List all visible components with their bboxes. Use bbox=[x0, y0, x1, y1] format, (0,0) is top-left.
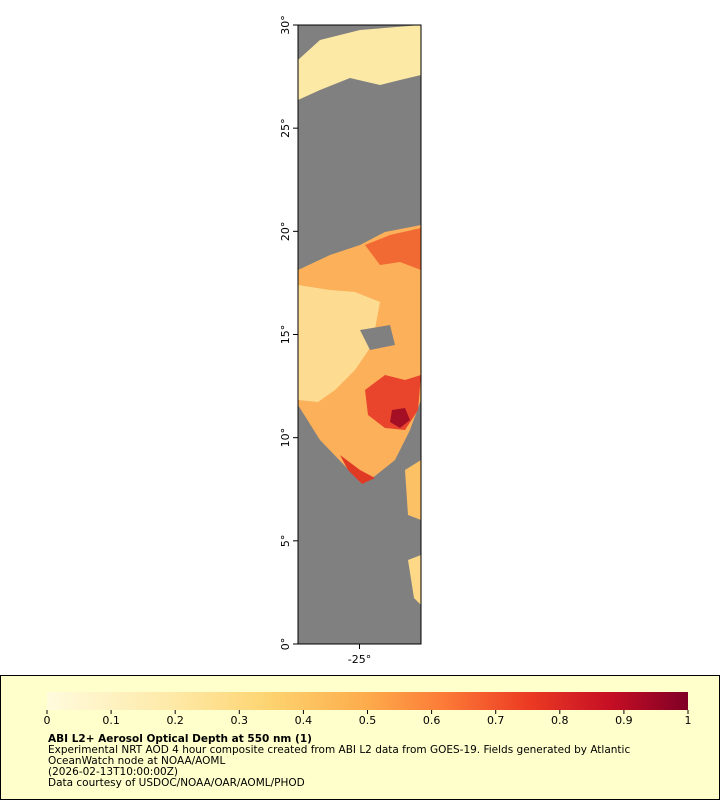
aod-region bbox=[298, 25, 421, 100]
caption-line: (2026-02-13T10:00:00Z) bbox=[48, 766, 178, 778]
colorbar-tick-label: 0.8 bbox=[551, 714, 569, 727]
aod-region bbox=[408, 555, 421, 605]
colorbar-tick-label: 0.2 bbox=[166, 714, 184, 727]
colorbar-tick-label: 0 bbox=[44, 714, 51, 727]
caption-line: Experimental NRT AOD 4 hour composite cr… bbox=[48, 744, 630, 756]
colorbar-tick-label: 1 bbox=[685, 714, 692, 727]
aod-region bbox=[298, 285, 380, 402]
colorbar-tick-label: 0.6 bbox=[423, 714, 441, 727]
colorbar-tick-label: 0.7 bbox=[487, 714, 505, 727]
lat-tick-label: 30° bbox=[279, 15, 292, 35]
colorbar-tick-label: 0.1 bbox=[102, 714, 120, 727]
caption-line: Data courtesy of USDOC/NOAA/OAR/AOML/PHO… bbox=[48, 777, 305, 789]
lat-tick-label: 25° bbox=[279, 118, 292, 138]
cloud-gap bbox=[360, 325, 395, 350]
caption-line: OceanWatch node at NOAA/AOML bbox=[48, 755, 225, 767]
colorbar-tick-label: 0.3 bbox=[231, 714, 249, 727]
lat-tick-label: 0° bbox=[279, 638, 292, 651]
aod-region bbox=[405, 460, 421, 520]
aod-region bbox=[340, 455, 375, 484]
colorbar bbox=[47, 692, 688, 710]
colorbar-tick-label: 0.9 bbox=[615, 714, 633, 727]
lat-tick-label: 20° bbox=[279, 222, 292, 242]
colorbar-tick-label: 0.4 bbox=[295, 714, 313, 727]
colorbar-tick-label: 0.5 bbox=[359, 714, 377, 727]
lat-tick-label: 10° bbox=[279, 428, 292, 448]
lon-tick-label: -25° bbox=[348, 653, 371, 666]
aod-region bbox=[365, 228, 421, 270]
lat-tick-label: 5° bbox=[279, 535, 292, 548]
aod-field bbox=[298, 25, 421, 605]
lat-tick-label: 15° bbox=[279, 325, 292, 345]
aod-region bbox=[390, 408, 410, 428]
caption-title: ABI L2+ Aerosol Optical Depth at 550 nm … bbox=[48, 733, 312, 745]
